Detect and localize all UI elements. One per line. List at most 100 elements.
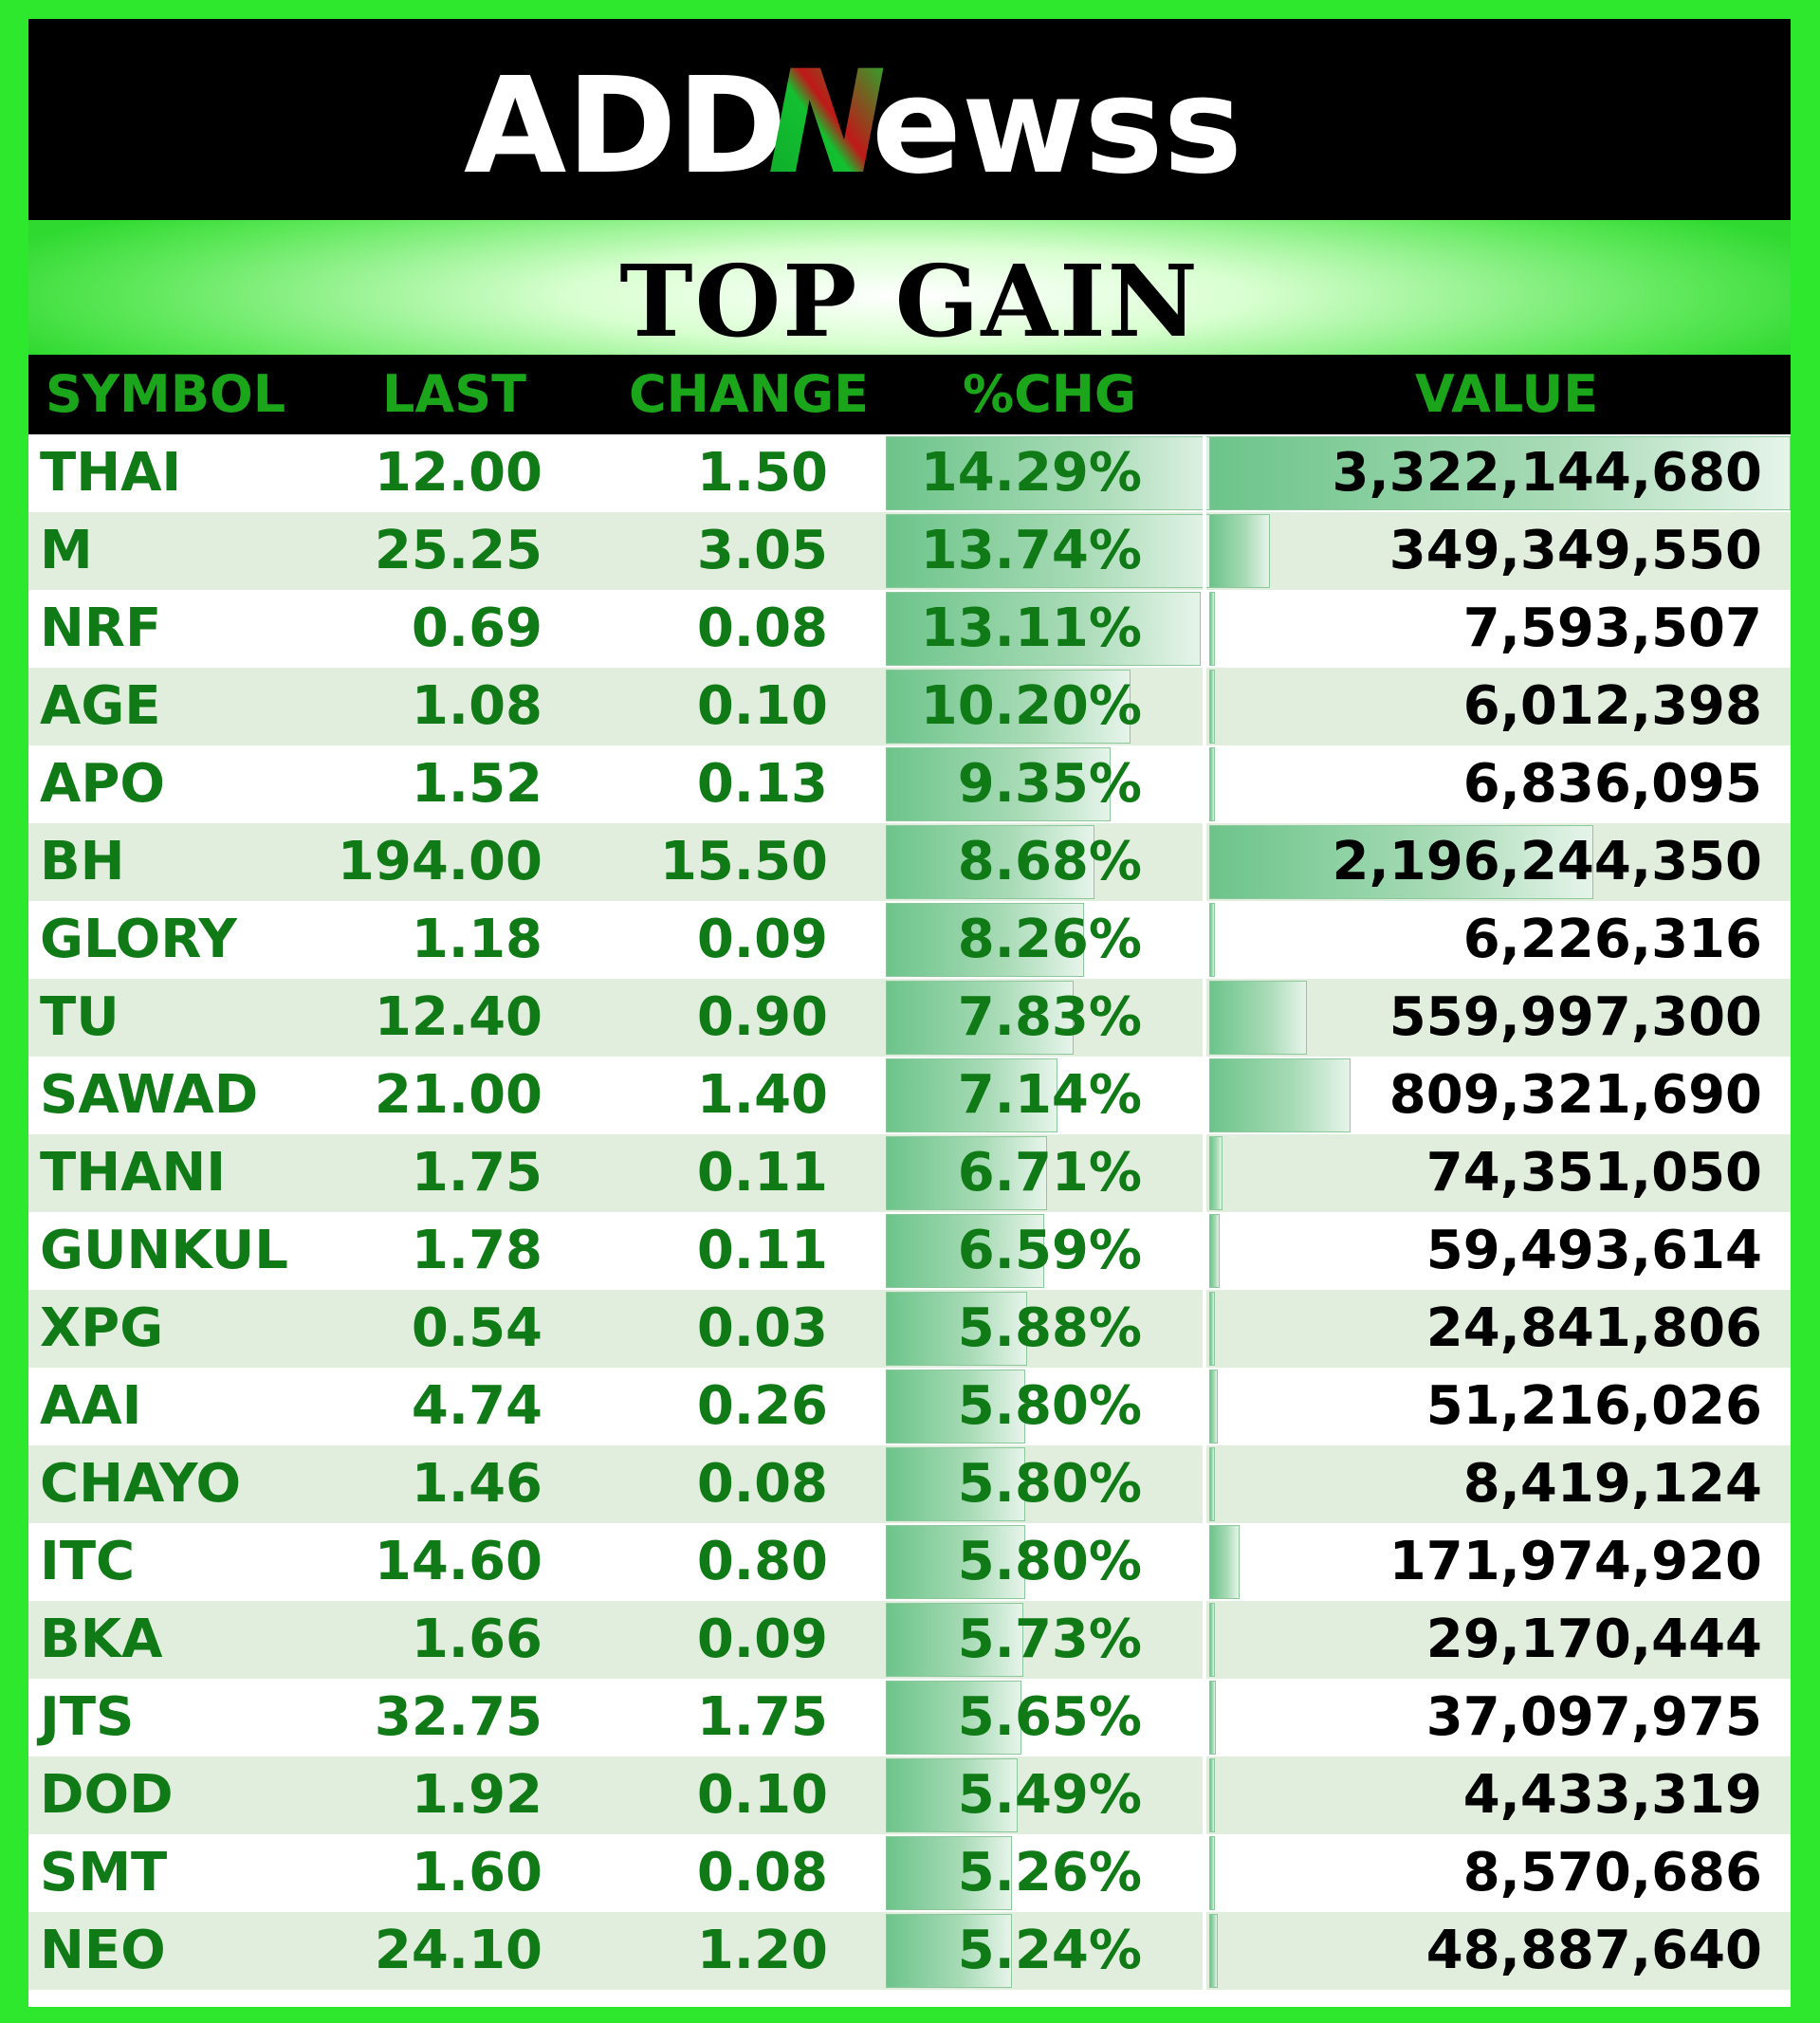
- column-divider: [1203, 1057, 1206, 1134]
- column-divider: [1203, 1368, 1206, 1445]
- pct-bar: [886, 1758, 1018, 1832]
- cell-symbol: NRF: [40, 598, 162, 659]
- cell-last: 32.75: [374, 1686, 542, 1748]
- column-divider: [1203, 668, 1206, 745]
- table-row: M 25.25 3.05 13.74% 349,349,550: [28, 512, 1791, 590]
- column-divider: [1203, 1445, 1206, 1523]
- table-row: SAWAD 21.00 1.40 7.14% 809,321,690: [28, 1057, 1791, 1134]
- cell-change: 0.10: [696, 675, 828, 737]
- cell-pct: 5.49%: [957, 1764, 1142, 1826]
- cell-change: 0.80: [696, 1531, 828, 1592]
- pct-bar: [886, 1292, 1027, 1366]
- cell-pct: 9.35%: [957, 753, 1142, 815]
- pct-bar: [886, 592, 1201, 666]
- table-header: SYMBOL LAST CHANGE %CHG VALUE: [28, 355, 1791, 434]
- cell-symbol: SMT: [40, 1842, 168, 1903]
- table-row: AAI 4.74 0.26 5.80% 51,216,026: [28, 1368, 1791, 1445]
- cell-last: 14.60: [374, 1531, 542, 1592]
- column-divider: [1203, 1601, 1206, 1679]
- cell-last: 1.18: [411, 909, 542, 970]
- cell-symbol: XPG: [40, 1297, 164, 1359]
- cell-last: 12.40: [374, 986, 542, 1048]
- cell-change: 1.75: [696, 1686, 828, 1748]
- cell-change: 1.50: [696, 442, 828, 504]
- value-bar: [1209, 1603, 1215, 1677]
- pct-bar: [886, 825, 1094, 899]
- value-bar: [1209, 1525, 1240, 1599]
- pct-bar: [886, 903, 1084, 977]
- cell-last: 21.00: [374, 1064, 542, 1126]
- cell-change: 0.10: [696, 1764, 828, 1826]
- cell-symbol: SAWAD: [40, 1064, 259, 1126]
- cell-last: 25.25: [374, 520, 542, 581]
- table-row: NRF 0.69 0.08 13.11% 7,593,507: [28, 590, 1791, 668]
- cell-value: 24,841,806: [1425, 1297, 1762, 1359]
- cell-change: 0.11: [696, 1220, 828, 1281]
- cell-value: 8,419,124: [1462, 1453, 1762, 1515]
- cell-value: 8,570,686: [1462, 1842, 1762, 1903]
- column-divider: [1203, 745, 1206, 823]
- cell-last: 1.75: [411, 1142, 542, 1204]
- column-divider: [1203, 1290, 1206, 1368]
- value-bar: [1209, 1681, 1216, 1755]
- column-divider: [1203, 901, 1206, 979]
- value-bar: [1209, 1292, 1215, 1366]
- pct-bar: [886, 1214, 1044, 1288]
- pct-bar: [886, 514, 1216, 588]
- cell-change: 1.40: [696, 1064, 828, 1126]
- cell-change: 3.05: [696, 520, 828, 581]
- pct-bar: [886, 1136, 1047, 1210]
- value-bar: [1209, 1914, 1218, 1988]
- cell-change: 1.20: [696, 1920, 828, 1981]
- value-bar: [1209, 1447, 1215, 1521]
- cell-value: 59,493,614: [1425, 1220, 1762, 1281]
- cell-symbol: GLORY: [40, 909, 237, 970]
- cell-last: 1.92: [411, 1764, 542, 1826]
- cell-value: 6,836,095: [1462, 753, 1762, 815]
- value-bar: [1209, 981, 1307, 1055]
- cell-change: 0.03: [696, 1297, 828, 1359]
- pct-bar: [886, 1058, 1057, 1132]
- cell-last: 1.60: [411, 1842, 542, 1903]
- cell-symbol: GUNKUL: [40, 1220, 288, 1281]
- table-row: AGE 1.08 0.10 10.20% 6,012,398: [28, 668, 1791, 745]
- table-row: GUNKUL 1.78 0.11 6.59% 59,493,614: [28, 1212, 1791, 1290]
- cell-pct: 13.74%: [920, 520, 1142, 581]
- cell-value: 51,216,026: [1425, 1375, 1762, 1437]
- cell-symbol: AAI: [40, 1375, 142, 1437]
- cell-pct: 8.68%: [957, 831, 1142, 892]
- column-divider: [1203, 1756, 1206, 1834]
- cell-change: 0.09: [696, 1609, 828, 1670]
- cell-pct: 13.11%: [920, 598, 1142, 659]
- value-bar: [1209, 592, 1215, 666]
- cell-pct: 10.20%: [920, 675, 1142, 737]
- cell-last: 194.00: [337, 831, 542, 892]
- logo-right: ewss: [872, 49, 1242, 204]
- pct-bar: [886, 670, 1131, 744]
- header-value: VALUE: [1415, 364, 1599, 424]
- table-row: JTS 32.75 1.75 5.65% 37,097,975: [28, 1679, 1791, 1756]
- cell-pct: 5.80%: [957, 1375, 1142, 1437]
- cell-last: 4.74: [411, 1375, 542, 1437]
- cell-pct: 7.14%: [957, 1064, 1142, 1126]
- cell-value: 37,097,975: [1425, 1686, 1762, 1748]
- cell-last: 0.69: [411, 598, 542, 659]
- value-bar: [1209, 1836, 1215, 1910]
- cell-pct: 14.29%: [920, 442, 1142, 504]
- header-change: CHANGE: [629, 364, 870, 424]
- cell-pct: 5.65%: [957, 1686, 1142, 1748]
- cell-change: 0.08: [696, 1453, 828, 1515]
- cell-value: 171,974,920: [1388, 1531, 1762, 1592]
- pct-bar: [886, 747, 1111, 821]
- cell-value: 559,997,300: [1388, 986, 1762, 1048]
- pct-bar: [886, 981, 1074, 1055]
- logo-bar: ADD N ewss: [28, 19, 1791, 220]
- cell-value: 6,226,316: [1462, 909, 1762, 970]
- value-bar: [1209, 436, 1791, 510]
- cell-pct: 8.26%: [957, 909, 1142, 970]
- column-divider: [1203, 1834, 1206, 1912]
- cell-pct: 7.83%: [957, 986, 1142, 1048]
- cell-last: 1.78: [411, 1220, 542, 1281]
- table-row: TU 12.40 0.90 7.83% 559,997,300: [28, 979, 1791, 1057]
- cell-last: 1.08: [411, 675, 542, 737]
